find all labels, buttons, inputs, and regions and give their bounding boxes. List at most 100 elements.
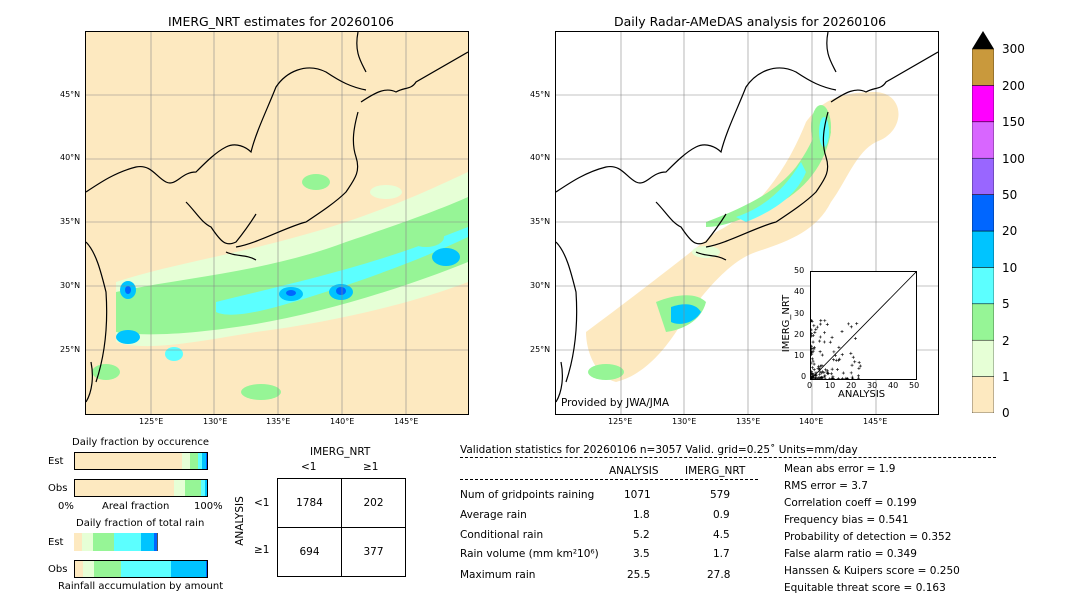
- rain-obs-segment-3: [120, 561, 173, 577]
- validation-header: Validation statistics for 20260106 n=305…: [460, 444, 858, 456]
- scatter-point: [849, 325, 853, 329]
- ct-row-axis: ANALYSIS: [233, 496, 246, 546]
- scatter-xtick-10: 10: [825, 381, 836, 390]
- scatter-point: [823, 319, 827, 323]
- colorbar-swatch-1: [971, 339, 995, 377]
- ct-row-ge1: ≥1: [254, 544, 270, 556]
- score-0: Mean abs error = 1.9: [784, 463, 896, 475]
- stat-label-3: Rain volume (mm km²10⁶): [460, 548, 599, 560]
- scatter-point: [814, 371, 818, 375]
- occ-row-obs: Obs: [48, 483, 68, 494]
- scatter-point: [820, 364, 824, 368]
- scatter-point: [855, 322, 859, 326]
- occ-obs-segment-4: [204, 480, 207, 496]
- rain-est-segment-5: [154, 533, 159, 551]
- scatter-ytick-10: 10: [794, 351, 805, 360]
- scatter-point: [812, 362, 816, 366]
- colorbar-swatch-8: [971, 85, 995, 123]
- left-lon-140: 140°E: [330, 417, 355, 426]
- ct-col-ge1: ≥1: [363, 461, 379, 473]
- scatter-point: [818, 322, 822, 326]
- scatter-point: [851, 377, 855, 381]
- scatter-inset: [809, 271, 917, 381]
- ct-cell-11: 377: [341, 527, 406, 577]
- colorbar-swatch-2: [971, 303, 995, 341]
- left-lon-145: 145°E: [394, 417, 419, 426]
- left-lat-25: 25°N: [60, 345, 81, 354]
- score-1: RMS error = 3.7: [784, 480, 868, 492]
- scatter-point: [856, 374, 860, 378]
- ct-col-lt1: <1: [301, 461, 317, 473]
- scatter-point: [809, 361, 813, 365]
- scatter-point: [810, 344, 814, 348]
- cb-label-100: 100: [1002, 152, 1025, 166]
- scatter-point: [809, 332, 813, 336]
- right-lat-35: 35°N: [530, 217, 551, 226]
- occ-obs-segment-2: [184, 480, 202, 496]
- scatter-point: [814, 373, 818, 377]
- scatter-point: [832, 358, 836, 362]
- scatter-point: [818, 339, 822, 343]
- scatter-point: [825, 322, 829, 326]
- scatter-point: [834, 358, 838, 362]
- validation-col-divider: [460, 479, 758, 480]
- stat-analysis-4: 25.5: [627, 569, 651, 581]
- rain-row-obs: Obs: [48, 564, 68, 575]
- stat-label-2: Conditional rain: [460, 529, 544, 541]
- cb-label-150: 150: [1002, 115, 1025, 129]
- scatter-point: [825, 369, 829, 373]
- scatter-xtick-0: 0: [807, 381, 813, 390]
- scatter-point: [830, 335, 834, 339]
- scatter-point: [824, 368, 828, 372]
- stat-imerg-3: 1.7: [713, 548, 730, 560]
- rain-est-segment-2: [92, 533, 116, 551]
- occ-axis-left: 0%: [58, 501, 74, 512]
- scatter-point: [818, 350, 822, 354]
- scatter-point: [840, 377, 844, 381]
- scatter-point: [826, 372, 830, 376]
- scatter-point: [812, 324, 816, 328]
- scatter-point: [810, 353, 814, 357]
- ct-cell-10: 694: [277, 527, 342, 577]
- stat-label-0: Num of gridpoints raining: [460, 489, 595, 501]
- scatter-point: [811, 340, 815, 344]
- scatter-point: [812, 373, 816, 377]
- rain-footer: Rainfall accumulation by amount: [58, 581, 224, 592]
- right-lat-45: 45°N: [530, 90, 551, 99]
- colorbar-svg: [971, 48, 995, 414]
- scatter-point: [810, 374, 814, 378]
- scatter-point: [836, 377, 840, 381]
- scatter-point: [809, 372, 813, 376]
- occ-est-segment-5: [206, 453, 207, 469]
- scatter-point: [810, 346, 814, 350]
- scatter-ylabel: IMERG_NRT: [781, 294, 793, 353]
- score-2: Correlation coeff = 0.199: [784, 497, 917, 509]
- scatter-point: [823, 331, 827, 335]
- cb-label-200: 200: [1002, 79, 1025, 93]
- scatter-point: [840, 353, 844, 357]
- rain-est-segment-3: [114, 533, 142, 551]
- scatter-point: [830, 367, 834, 371]
- scatter-point: [833, 353, 837, 357]
- occ-title: Daily fraction by occurence: [72, 437, 210, 448]
- scatter-point: [811, 333, 815, 337]
- occ-axis-right: 100%: [194, 501, 223, 512]
- rain-obs-segment-4: [171, 561, 207, 577]
- ct-row-lt1: <1: [254, 497, 270, 509]
- cb-label-5: 5: [1002, 297, 1010, 311]
- cb-label-20: 20: [1002, 224, 1018, 238]
- rain-obs-segment-5: [206, 561, 207, 577]
- scatter-point: [840, 329, 844, 333]
- cb-label-10: 10: [1002, 261, 1018, 275]
- stat-imerg-2: 4.5: [713, 529, 730, 541]
- right-lon-135: 135°E: [736, 417, 761, 426]
- scatter-point: [857, 360, 861, 364]
- left-lat-40: 40°N: [60, 153, 81, 162]
- cb-label-0: 0: [1002, 406, 1010, 420]
- validation-divider: [460, 457, 996, 458]
- occ-bar-obs: [74, 479, 208, 497]
- rain-bar-est: [74, 533, 208, 551]
- colorbar-swatch-6: [971, 157, 995, 195]
- rain-obs-segment-2: [93, 561, 122, 577]
- scatter-ytick-50: 50: [794, 266, 805, 275]
